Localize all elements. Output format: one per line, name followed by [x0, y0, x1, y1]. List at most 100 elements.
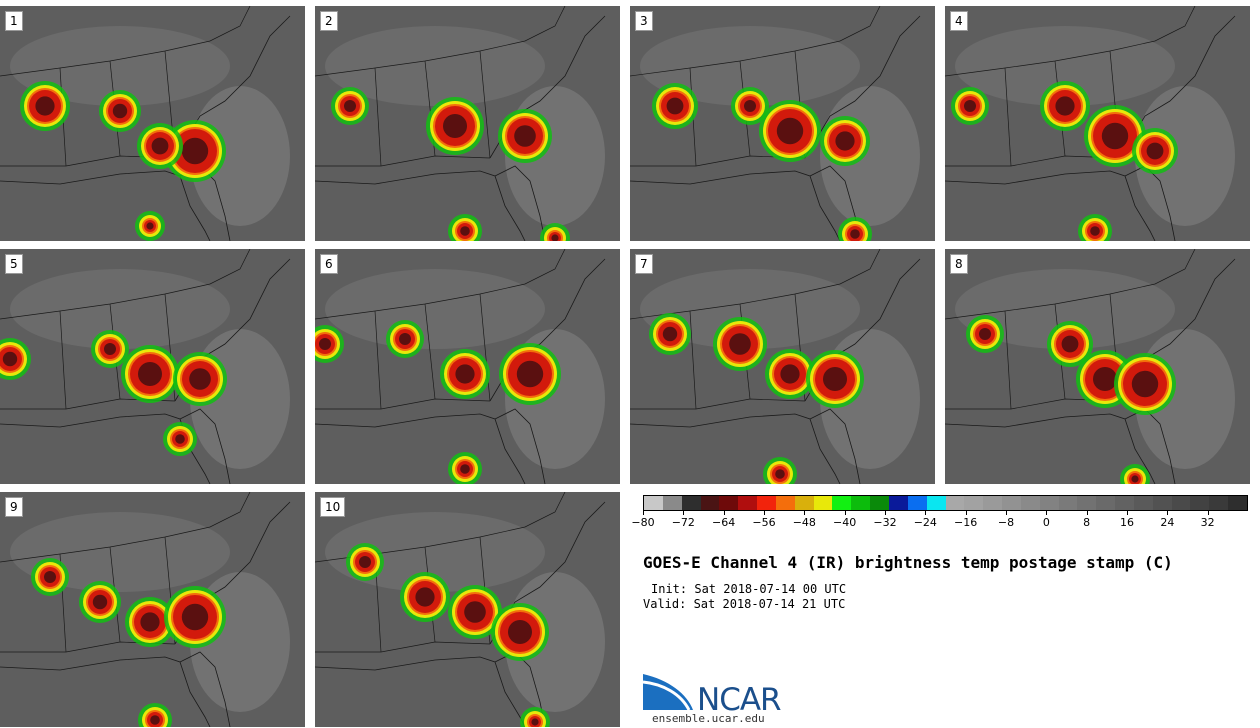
colorbar-tick — [885, 511, 886, 515]
ncar-logo-text: NCAR — [697, 682, 782, 718]
colorbar-swatch — [1096, 496, 1116, 510]
satellite-ir-map — [315, 492, 620, 727]
colorbar-tick-label: 0 — [1042, 516, 1050, 529]
stamp-panel-2: 2 — [315, 6, 620, 241]
colorbar-swatch — [813, 496, 833, 510]
colorbar-swatch — [1020, 496, 1040, 510]
valid-time: Valid: Sat 2018-07-14 21 UTC — [643, 597, 846, 611]
colorbar-tick-label: 16 — [1120, 516, 1134, 529]
colorbar-tick — [1006, 511, 1007, 515]
colorbar-tick-label: −80 — [631, 516, 655, 529]
ensemble-url: ensemble.ucar.edu — [652, 712, 765, 725]
colorbar-swatch — [757, 496, 776, 510]
colorbar-ticks: −80 −72 −64 −56 −48 −40 −32 −24 −16 −8 0 8 16 24 32 — [631, 511, 1248, 533]
colorbar-swatch — [945, 496, 965, 510]
colorbar — [643, 495, 1248, 511]
colorbar-swatch — [1133, 496, 1153, 510]
colorbar-swatch — [1039, 496, 1059, 510]
colorbar-tick — [723, 511, 725, 515]
colorbar-swatch — [719, 496, 739, 510]
satellite-ir-map — [0, 6, 305, 241]
colorbar-swatch — [644, 496, 663, 510]
colorbar-tick-label: −32 — [873, 516, 897, 529]
colorbar-swatch — [681, 496, 701, 510]
satellite-ir-map — [0, 249, 305, 484]
colorbar-swatch — [738, 496, 758, 510]
ncar-logo-icon — [643, 674, 693, 711]
colorbar-tick — [1127, 511, 1128, 515]
panel-number: 5 — [5, 254, 23, 274]
colorbar-swatch — [832, 496, 852, 510]
colorbar-tick — [1046, 511, 1048, 515]
colorbar-tick — [804, 511, 806, 515]
stamp-panel-8: 8 — [945, 249, 1250, 484]
colorbar-swatch — [775, 496, 795, 510]
panel-number: 9 — [5, 497, 23, 517]
colorbar-tick — [764, 511, 765, 515]
satellite-ir-map — [630, 6, 935, 241]
colorbar-swatch — [662, 496, 682, 510]
colorbar-tick — [1167, 511, 1169, 515]
satellite-ir-map — [315, 6, 620, 241]
panel-number: 8 — [950, 254, 968, 274]
satellite-ir-map — [0, 492, 305, 727]
figure-title: GOES-E Channel 4 (IR) brightness temp po… — [643, 553, 1173, 572]
colorbar-tick-label: −48 — [792, 516, 816, 529]
colorbar-tick — [643, 511, 644, 515]
stamp-panel-1: 1 — [0, 6, 305, 241]
panel-number: 4 — [950, 11, 968, 31]
colorbar-tick — [925, 511, 927, 515]
colorbar-swatch — [794, 496, 814, 510]
colorbar-swatch — [1077, 496, 1097, 510]
panel-number: 2 — [320, 11, 338, 31]
satellite-ir-map — [945, 249, 1250, 484]
colorbar-tick-label: −24 — [913, 516, 937, 529]
colorbar-tick-label: −16 — [954, 516, 978, 529]
stamp-panel-5: 5 — [0, 249, 305, 484]
colorbar-swatch — [870, 496, 889, 510]
satellite-ir-map — [630, 249, 935, 484]
stamp-panel-3: 3 — [630, 6, 935, 241]
panel-number: 1 — [5, 11, 23, 31]
colorbar-tick-label: −72 — [671, 516, 695, 529]
colorbar-swatch — [851, 496, 871, 510]
colorbar-tick — [965, 511, 967, 515]
colorbar-tick-label: −40 — [833, 516, 857, 529]
stamp-panel-4: 4 — [945, 6, 1250, 241]
colorbar-swatch — [700, 496, 720, 510]
colorbar-swatch — [1228, 496, 1247, 510]
colorbar-swatch — [907, 496, 927, 510]
colorbar-swatch — [1002, 496, 1021, 510]
colorbar-tick-label: 8 — [1083, 516, 1091, 529]
colorbar-swatch — [926, 496, 946, 510]
colorbar-tick — [1207, 511, 1209, 515]
colorbar-tick-label: 24 — [1160, 516, 1175, 529]
colorbar-swatch — [1152, 496, 1172, 510]
colorbar-tick-label: −56 — [752, 516, 776, 529]
satellite-ir-map — [945, 6, 1250, 241]
colorbar-tick — [844, 511, 846, 515]
panel-number: 10 — [320, 497, 346, 517]
panel-number: 7 — [635, 254, 653, 274]
colorbar-swatch — [1171, 496, 1191, 510]
colorbar-swatch — [1209, 496, 1229, 510]
stamp-panel-9: 9 — [0, 492, 305, 727]
colorbar-swatch — [1115, 496, 1134, 510]
colorbar-tick-label: −64 — [712, 516, 736, 529]
colorbar-swatch — [964, 496, 984, 510]
colorbar-swatch — [1190, 496, 1210, 510]
colorbar-tick — [1086, 511, 1088, 515]
panel-number: 3 — [635, 11, 653, 31]
colorbar-tick-label: −8 — [997, 516, 1015, 529]
colorbar-swatch — [1058, 496, 1078, 510]
init-time: Init: Sat 2018-07-14 00 UTC — [651, 582, 847, 596]
stamp-panel-7: 7 — [630, 249, 935, 484]
panel-number: 6 — [320, 254, 338, 274]
colorbar-tick — [683, 511, 685, 515]
satellite-ir-map — [315, 249, 620, 484]
colorbar-swatch — [983, 496, 1003, 510]
stamp-panel-6: 6 — [315, 249, 620, 484]
stamp-panel-10: 10 — [315, 492, 620, 727]
colorbar-tick-label: 32 — [1200, 516, 1215, 529]
colorbar-swatch — [888, 496, 908, 510]
